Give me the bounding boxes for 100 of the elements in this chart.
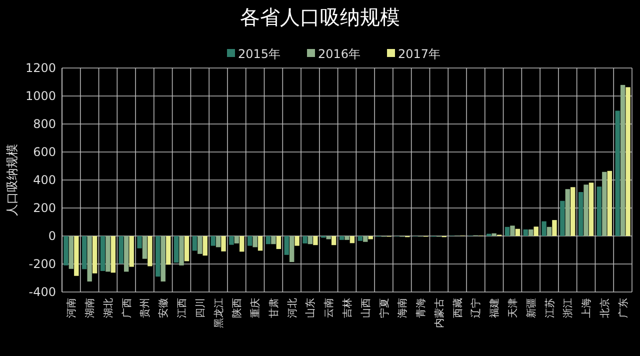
bar [510,226,515,236]
x-tick-label: 内蒙古 [433,298,446,328]
bar [118,236,124,264]
x-tick-label: 江西 [176,298,188,318]
bar [302,236,308,244]
bar [110,236,116,273]
bar [588,182,594,236]
bar [534,226,538,236]
x-tick-label: 天津 [506,298,519,318]
x-tick-label: 宁夏 [378,298,390,318]
bar [106,236,110,272]
y-tick-label: 1000 [25,89,56,104]
x-tick-label: 黑龙江 [212,298,225,328]
y-tick-label: 0 [48,229,56,244]
x-tick-label: 重庆 [250,298,262,318]
bar [87,236,92,282]
x-tick-label: 吉林 [342,298,354,318]
bar [289,236,294,262]
bar [626,87,630,236]
bar [578,192,584,236]
x-tick-label: 辽宁 [470,298,482,318]
y-tick-label: -400 [28,285,56,300]
x-tick-label: 新疆 [525,298,538,318]
bar [82,236,87,270]
bar [156,236,160,277]
x-tick-label: 湖北 [102,298,114,318]
y-tick-label: -200 [28,257,56,272]
bar [620,84,626,236]
bar [92,236,98,274]
bar [584,184,588,236]
bar [339,236,344,240]
x-tick-label: 陕西 [231,298,244,318]
bar [179,236,184,266]
bar [258,236,263,251]
x-tick-label: 甘肃 [268,298,280,318]
bar [570,187,576,236]
x-tick-label: 西藏 [452,298,464,318]
bar [64,236,68,266]
bar [344,236,350,240]
bar [174,236,179,263]
bar [313,236,318,246]
bar [560,200,565,236]
x-tick-label: 广西 [120,298,133,318]
x-tick-label: 云南 [323,298,336,318]
bar [266,236,271,244]
bar [247,236,252,246]
y-tick-label: 1200 [25,61,56,76]
chart-title: 各省人口吸纳规模 [240,5,400,29]
bar [252,236,258,248]
legend-label: 2017年 [398,47,441,61]
bar [202,236,208,256]
y-axis-title: 人口吸纳规模 [5,144,19,216]
x-tick-label: 江苏 [544,298,556,318]
bar [129,236,134,267]
bar [68,236,74,269]
bar [148,236,152,266]
bar [100,236,106,271]
bar [350,236,355,244]
y-tick-label: 600 [33,145,56,160]
bar [221,236,226,252]
bar [607,170,612,236]
x-tick-label: 河南 [66,298,78,318]
bar [216,236,221,248]
x-tick-label: 山西 [360,298,372,318]
bar [160,236,166,282]
bar [602,172,607,236]
bar [210,236,216,246]
bar [240,236,244,252]
bar [142,236,148,259]
bar [276,236,282,250]
legend-label: 2016年 [318,47,361,61]
bar [229,236,234,245]
bar [198,236,202,254]
x-tick-label: 安徽 [158,298,170,318]
bar [523,229,528,236]
x-tick-label: 广东 [617,298,630,318]
bar [184,236,190,262]
bar [192,236,198,251]
x-tick-label: 上海 [580,298,593,318]
x-tick-label: 福建 [488,298,501,318]
bar [515,228,520,236]
bar [271,236,276,244]
bar [358,236,363,241]
x-tick-label: 海南 [396,298,409,318]
x-tick-label: 北京 [598,298,611,318]
x-tick-label: 贵州 [139,298,152,318]
bar [331,236,336,246]
x-tick-label: 河北 [286,298,298,318]
bar [565,189,570,236]
bar [74,236,79,276]
bar [284,236,289,255]
x-tick-label: 青海 [415,298,428,318]
y-tick-label: 200 [33,201,56,216]
bar [528,229,534,236]
bar [234,236,240,244]
bar [166,236,171,265]
bar [137,236,142,248]
bar [308,236,313,244]
bar [294,236,300,246]
bar [492,233,496,236]
